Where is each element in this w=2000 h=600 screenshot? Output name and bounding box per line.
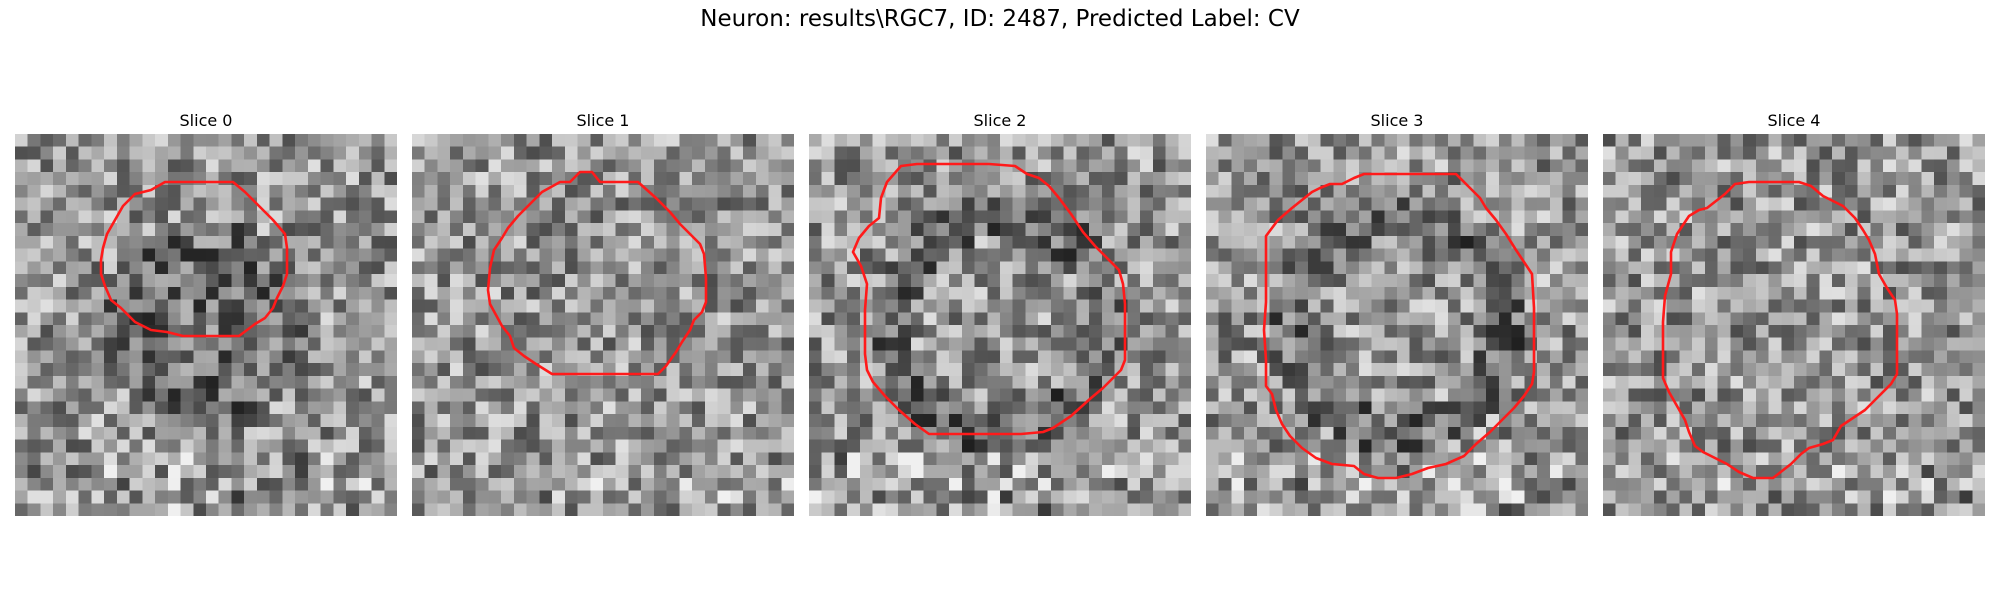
- slice-panel-3: Slice 3: [1206, 108, 1588, 516]
- slice-title: Slice 0: [179, 111, 233, 130]
- slice-image: [809, 134, 1191, 516]
- slice-title: Slice 1: [576, 111, 630, 130]
- roi-contour-overlay: [851, 162, 1127, 436]
- grayscale-slice: [809, 134, 1191, 516]
- roi-contour-overlay: [1262, 172, 1536, 480]
- slice-image: [1603, 134, 1985, 516]
- slice-title: Slice 3: [1370, 111, 1424, 130]
- roi-contour: [99, 180, 289, 338]
- grayscale-slice: [1206, 134, 1588, 516]
- roi-contour: [1262, 172, 1536, 480]
- grayscale-slice: [15, 134, 397, 516]
- slice-image: [412, 134, 794, 516]
- slice-panel-1: Slice 1: [412, 108, 794, 516]
- roi-contour: [486, 170, 708, 376]
- roi-contour-overlay: [1661, 180, 1899, 480]
- slice-panel-2: Slice 2: [809, 108, 1191, 516]
- grayscale-slice: [412, 134, 794, 516]
- roi-contour: [1661, 180, 1899, 480]
- figure-title: Neuron: results\RGC7, ID: 2487, Predicte…: [700, 6, 1300, 32]
- slice-panel-0: Slice 0: [15, 108, 397, 516]
- slice-title: Slice 2: [973, 111, 1027, 130]
- roi-contour-overlay: [99, 180, 289, 338]
- roi-contour-overlay: [486, 170, 708, 376]
- slice-image: [15, 134, 397, 516]
- grayscale-slice: [1603, 134, 1985, 516]
- slice-panel-4: Slice 4: [1603, 108, 1985, 516]
- slice-title: Slice 4: [1767, 111, 1821, 130]
- slice-image: [1206, 134, 1588, 516]
- roi-contour: [851, 162, 1127, 436]
